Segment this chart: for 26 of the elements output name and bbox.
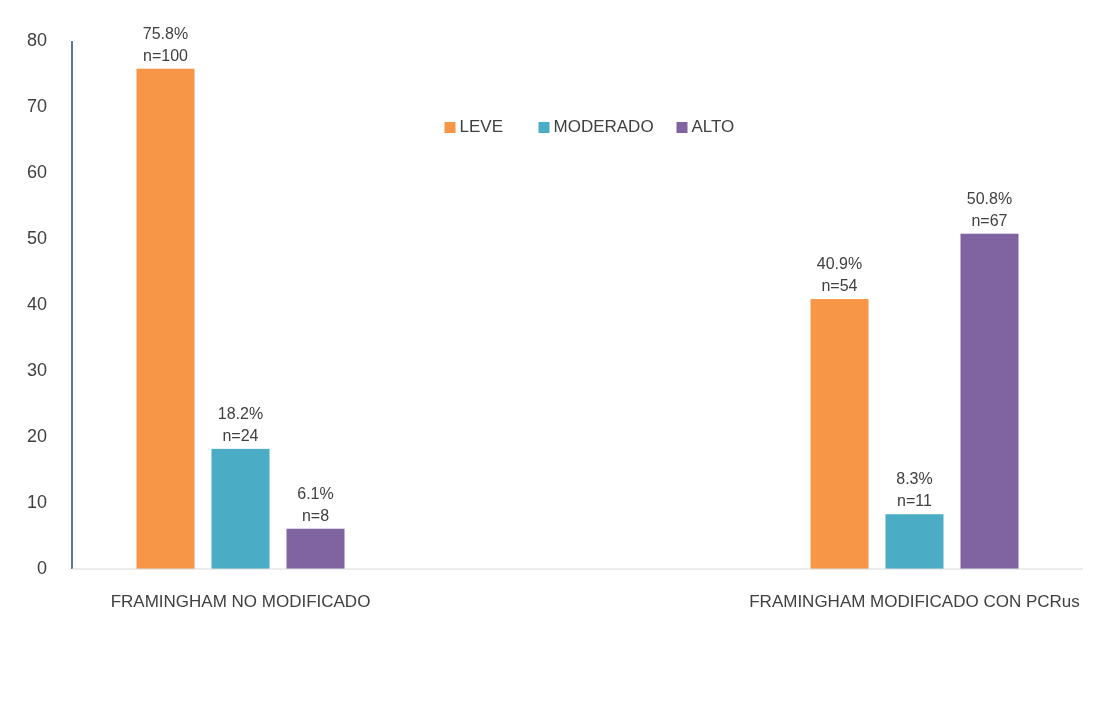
x-tick-label: FRAMINGHAM MODIFICADO CON PCRus [749,592,1080,611]
bar [286,528,345,569]
bar [960,233,1019,569]
y-tick-label: 80 [26,29,47,50]
y-tick-label: 30 [26,359,47,380]
bar [885,514,944,569]
data-label: 8.3% n=11 [896,470,933,510]
y-tick-label: 70 [26,95,47,116]
y-tick-label: 20 [26,425,47,446]
bar [810,299,869,569]
data-label: 6.1% n=8 [297,484,334,524]
y-tick-label: 40 [26,293,47,314]
data-label: 40.9% n=54 [816,255,863,295]
bar [211,448,270,569]
legend-label: ALTO [691,117,735,137]
y-tick-label: 10 [26,491,47,512]
legend-label: LEVE [459,117,503,137]
data-label: 75.8% n=100 [142,24,189,64]
data-label: 18.2% n=24 [217,404,264,444]
x-tick-label: FRAMINGHAM NO MODIFICADO [110,592,371,611]
data-label: 50.8% n=67 [966,189,1013,229]
legend-label: MODERADO [553,117,654,137]
bar [136,68,195,569]
y-tick-label: 0 [36,557,47,578]
y-tick-label: 50 [26,227,47,248]
y-tick-label: 60 [26,161,47,182]
